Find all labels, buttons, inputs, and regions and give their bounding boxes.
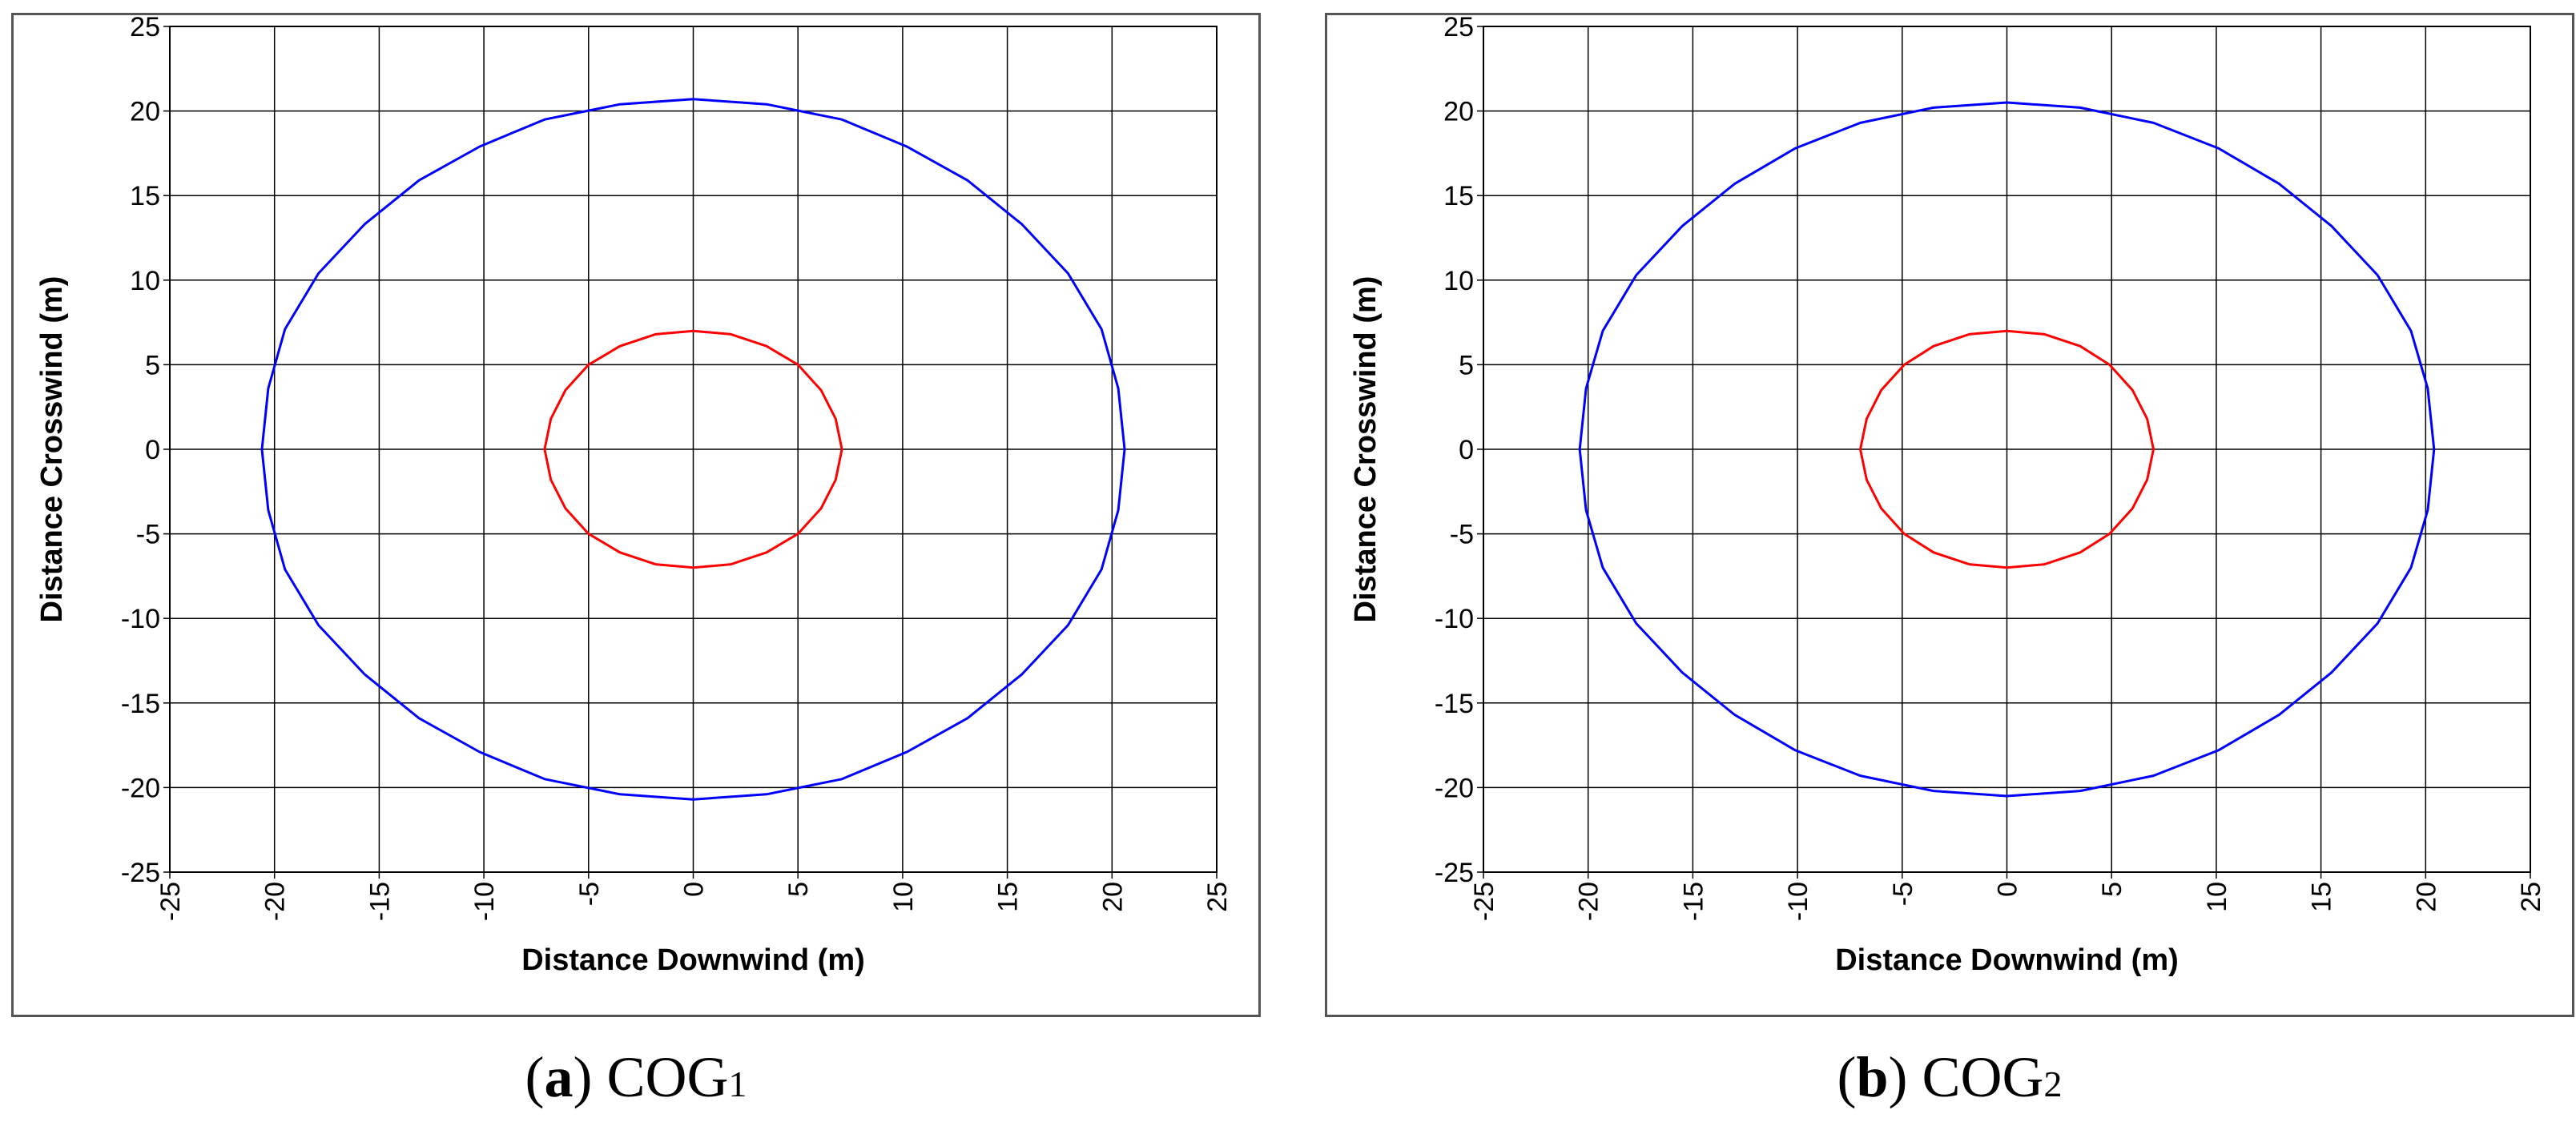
chart-b-x-tick-label: 10 (2202, 882, 2232, 912)
chart-b-x-tick-label: 20 (2411, 882, 2441, 912)
chart-a-y-tick-label: 5 (145, 350, 160, 380)
chart-b-y-tick-label: 5 (1459, 350, 1474, 380)
chart-a-x-axis-title: Distance Downwind (m) (521, 943, 865, 977)
chart-b-x-tick-label: -10 (1783, 882, 1813, 921)
chart-a-y-tick-label: 25 (130, 15, 160, 42)
chart-b-y-tick-label: -15 (1435, 689, 1474, 719)
chart-b-x-axis-title: Distance Downwind (m) (1835, 943, 2179, 977)
caption-b-letter: b (1856, 1045, 1889, 1109)
caption-b-name: COG (1922, 1045, 2044, 1109)
chart-a-series-1-line (543, 329, 843, 569)
chart-a-y-tick-label: -20 (121, 773, 160, 803)
chart-b-y-tick-label: -10 (1435, 604, 1474, 634)
chart-a-x-tick-label: 0 (679, 882, 710, 897)
chart-b-x-tick-label: -5 (1888, 882, 1918, 906)
caption-a: (a) COG1 (525, 1045, 747, 1109)
chart-b-svg: 25 20 15 10 5 0 -5 -10 -15 -20 -25-25 -20 -15 -10 -5 0 5… (1349, 15, 2546, 977)
chart-a-x-tick-label: -25 (155, 882, 186, 921)
chart-b-x-tick-label: -25 (1469, 882, 1499, 921)
chart-a-y-tick-label: 10 (130, 266, 160, 296)
caption-b-subscript: 2 (2043, 1064, 2063, 1104)
chart-a-y-tick-label: -25 (121, 858, 160, 888)
chart-a-y-tick-label: -10 (121, 604, 160, 634)
chart-a-x-tick-label: 10 (888, 882, 919, 912)
chart-a-y-tick-label: 20 (130, 97, 160, 127)
chart-panel-b: 25 20 15 10 5 0 -5 -10 -15 -20 -25 -25 -20 -15 -10 -5 0 5… (1325, 13, 2574, 1017)
chart-b-y-axis-title: Distance Crosswind (m) (1349, 276, 1383, 623)
chart-b-x-tick-label: 25 (2516, 882, 2546, 912)
chart-a-y-tick-label: 15 (130, 181, 160, 211)
chart-b-y-tick-label: 0 (1459, 435, 1474, 465)
chart-b-y-tick-label: 20 (1443, 97, 1474, 127)
chart-panel-a: 25 20 15 10 5 0 -5 -10 -15 -20 -25 -25 -20 -15 -10 -5 0 5… (11, 13, 1261, 1017)
chart-b-series-0-line (1578, 101, 2436, 798)
chart-b-x-tick-label: 15 (2307, 882, 2337, 912)
chart-a-y-tick-label: -5 (136, 520, 160, 550)
chart-b-y-tick-label: 25 (1443, 15, 1474, 42)
chart-a-y-tick-label: -15 (121, 689, 160, 719)
chart-a-x-tick-label: 5 (783, 882, 814, 897)
caption-b: (b) COG2 (1837, 1045, 2063, 1109)
caption-a-letter: a (544, 1045, 574, 1109)
caption-a-name: COG (606, 1045, 729, 1109)
chart-a-y-axis-title: Distance Crosswind (m) (35, 276, 69, 623)
chart-a-series-0-line (260, 98, 1126, 801)
chart-a-x-tick-label: -5 (574, 882, 605, 906)
chart-b-x-tick-label: 0 (1993, 882, 2023, 897)
chart-a-x-tick-label: 25 (1202, 882, 1233, 912)
chart-a-x-tick-label: -15 (364, 882, 395, 921)
chart-b-y-tick-label: 15 (1443, 181, 1474, 211)
chart-b-x-tick-label: -20 (1574, 882, 1604, 921)
chart-b-y-tick-label: -20 (1435, 773, 1474, 803)
chart-b-x-tick-label: -15 (1678, 882, 1709, 921)
chart-a-y-tick-label: 0 (145, 435, 160, 465)
caption-a-subscript: 1 (728, 1064, 747, 1104)
chart-b-y-tick-label: 10 (1443, 266, 1474, 296)
chart-b-x-tick-label: 5 (2097, 882, 2127, 897)
chart-b-series-1-line (1859, 329, 2155, 569)
chart-a-x-tick-label: -20 (260, 882, 291, 921)
chart-a-x-tick-label: -10 (469, 882, 500, 921)
chart-a-x-tick-label: 15 (993, 882, 1024, 912)
chart-b-y-tick-label: -5 (1450, 520, 1474, 550)
chart-b-y-tick-label: -25 (1435, 858, 1474, 888)
chart-a-x-tick-label: 20 (1097, 882, 1128, 912)
chart-a-svg: 25 20 15 10 5 0 -5 -10 -15 -20 -25-25 -20 -15 -10 -5 0 5… (35, 15, 1233, 977)
